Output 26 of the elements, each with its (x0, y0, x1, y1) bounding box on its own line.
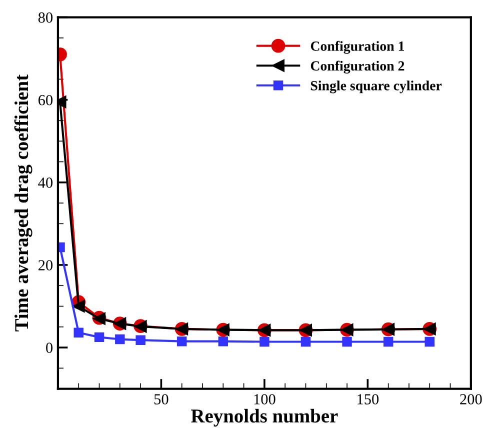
legend-label: Configuration 1 (310, 40, 404, 54)
point (424, 336, 434, 347)
x-tick-label: 200 (460, 394, 482, 404)
point (74, 328, 84, 338)
point (72, 300, 85, 312)
point (383, 336, 394, 347)
point (218, 336, 228, 346)
x-tick-label: 50 (154, 394, 168, 404)
y-tick-label: 80 (38, 12, 53, 23)
y-tick-label: 20 (38, 260, 53, 270)
legend-label: Configuration 2 (310, 60, 404, 74)
point (300, 336, 311, 347)
point (342, 336, 352, 347)
point (176, 336, 187, 346)
y-axis-title: Time averaged drag coefficient (14, 74, 32, 332)
point (260, 336, 270, 347)
x-axis-title: Reynolds number (191, 408, 338, 427)
point (94, 332, 104, 342)
legend-label: Single square cylinder (310, 80, 442, 94)
y-tick-label: 0 (46, 342, 53, 353)
point (136, 335, 146, 345)
x-tick-label: 150 (358, 394, 379, 404)
point (115, 334, 125, 344)
y-tick-label: 40 (38, 178, 53, 188)
y-tick-label: 60 (38, 94, 53, 106)
x-tick-label: 100 (254, 394, 276, 404)
